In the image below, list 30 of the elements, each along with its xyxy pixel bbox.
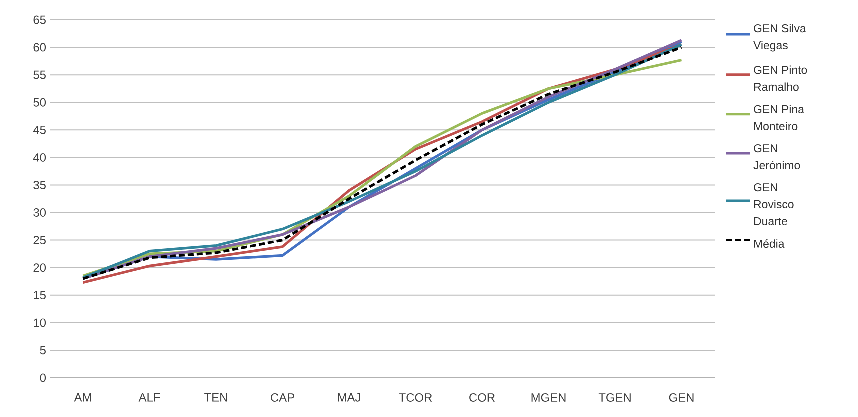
y-tick-label: 10 [34, 318, 46, 328]
y-tick-label: 45 [33, 126, 46, 134]
y-tick-label: 65 [34, 16, 46, 24]
y-tick-label: 20 [34, 264, 46, 272]
x-tick-label: GEN [669, 394, 694, 402]
y-tick-label: 50 [34, 98, 46, 107]
y-tick-label: 35 [34, 181, 46, 190]
legend-label: GEN Pina Monteiro [754, 105, 804, 130]
x-tick-label: ALF [138, 394, 160, 402]
y-tick-label: 30 [34, 208, 46, 217]
x-tick-label: CAP [271, 394, 294, 402]
legend-label: GEN Jerónimo [754, 144, 800, 170]
x-tick-label: COR [470, 394, 495, 402]
y-tick-label: 15 [34, 291, 46, 300]
x-tick-label: TEN [204, 394, 228, 402]
x-tick-label: TCOR [399, 394, 432, 402]
x-tick-label: AM [74, 394, 92, 402]
y-tick-label: 0 [40, 374, 46, 382]
y-tick-label: 5 [40, 346, 46, 355]
x-tick-label: TGEN [598, 394, 631, 402]
legend-label: Média [754, 239, 785, 248]
legend-label: GEN Rovisco Duarte [754, 183, 794, 226]
legend-label: GEN Silva Viegas [754, 24, 806, 52]
y-tick-label: 55 [34, 70, 46, 80]
x-tick-label: MAJ [338, 394, 360, 402]
legend-label: GEN Pinto Ramalho [754, 66, 808, 92]
x-tick-label: MGEN [532, 394, 566, 402]
y-tick-label: 25 [34, 236, 46, 245]
y-tick-label: 60 [34, 43, 46, 52]
y-tick-label: 40 [33, 153, 46, 162]
